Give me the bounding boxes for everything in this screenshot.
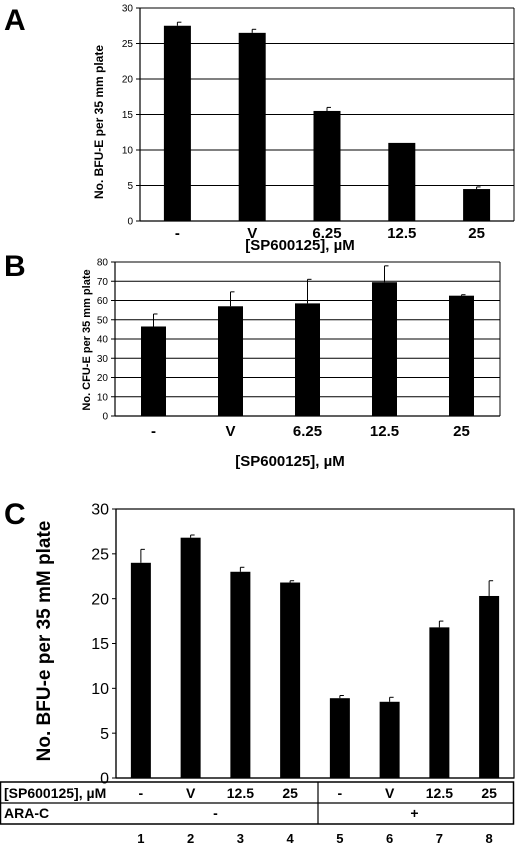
panel-b-category-label: 6.25	[293, 423, 322, 440]
panel-c-y-tick-label: 15	[91, 636, 109, 653]
panel-c-y-axis-label: No. BFU-e per 35 mM plate	[34, 521, 55, 762]
table-row1-label: [SP600125], µM	[4, 785, 106, 801]
table-row1-value: 12.5	[227, 785, 254, 801]
panel-b-letter: B	[4, 250, 26, 283]
panel-c-table: [SP600125], µM ARA-C - V 12.5 25 - V 12.5 25 - +	[0, 781, 515, 825]
panel-a-y-tick-label: 15	[122, 110, 134, 121]
panel-a-category-label: 12.5	[387, 225, 416, 242]
panel-b-bar	[295, 303, 320, 416]
panel-b-y-axis-label: No. CFU-E per 35 mm plate	[81, 269, 93, 410]
panel-c-category-label: 5	[336, 831, 343, 846]
table-row1-value: V	[385, 785, 395, 801]
panel-c-category-label: 2	[187, 831, 194, 846]
panel-a-y-tick-label: 0	[127, 217, 133, 228]
panel-c-category-label: 6	[386, 831, 393, 846]
panel-a-bar	[313, 110, 341, 221]
panel-b-bar	[372, 282, 397, 416]
panel-c-category-label: 4	[287, 831, 295, 846]
panel-a-category-label: 25	[468, 225, 485, 242]
panel-b-y-tick-label: 10	[97, 392, 109, 403]
panel-c-bar	[230, 571, 251, 778]
panel-a-y-tick-label: 10	[122, 146, 134, 157]
table-row2-group: -	[213, 805, 218, 821]
panel-a-bar	[163, 25, 191, 221]
panel-c-bar	[479, 595, 500, 778]
panel-c-bar	[280, 582, 301, 778]
panel-a-x-axis-label: [SP600125], µM	[245, 237, 355, 254]
panel-b-category-label: 12.5	[370, 423, 399, 440]
panel-c-bar	[429, 627, 450, 778]
panel-b-bar	[218, 306, 243, 416]
panel-a-y-tick-label: 20	[122, 75, 134, 86]
panel-b-category-label: 25	[453, 423, 470, 440]
panel-b-y-tick-label: 50	[97, 315, 109, 326]
table-row1-value: 12.5	[426, 785, 453, 801]
panel-a-y-tick-label: 30	[122, 4, 134, 15]
panel-a-bar	[238, 32, 266, 221]
panel-a-y-tick-label: 5	[127, 181, 133, 192]
panel-b-bar	[449, 295, 474, 416]
panel-b-y-tick-label: 40	[97, 335, 109, 346]
panel-a-category-label: 6.25	[312, 225, 341, 242]
panel-b-y-tick-label: 20	[97, 373, 109, 384]
panel-a-category-label: V	[247, 225, 257, 242]
panel-b-x-axis-label: [SP600125], µM	[235, 453, 345, 470]
table-row1-value: -	[139, 785, 144, 801]
panel-b-y-tick-label: 30	[97, 354, 109, 365]
panel-b-category-label: -	[151, 423, 156, 440]
panel-c-category-label: 1	[137, 831, 144, 846]
panel-a: 0 5 10 15 20 25 30 - V 6.25 12.5 25	[122, 4, 515, 242]
panel-c-bar	[130, 562, 151, 778]
panel-c-y-tick-label: 10	[91, 681, 109, 698]
table-row1-value: V	[186, 785, 196, 801]
panel-c-bar	[180, 537, 201, 778]
table-row2-label: ARA-C	[4, 805, 49, 821]
panel-c-y-tick-label: 20	[91, 591, 109, 608]
panel-c-category-label: 8	[486, 831, 493, 846]
panel-b-y-tick-label: 80	[97, 258, 109, 269]
panel-a-letter: A	[4, 4, 26, 37]
panel-b-bar	[141, 326, 166, 416]
panel-c-bar	[379, 701, 400, 778]
panel-c-letter: C	[4, 498, 26, 531]
panel-c-bar	[329, 698, 350, 778]
panel-b-category-label: V	[225, 423, 235, 440]
panel-b-y-tick-label: 60	[97, 296, 109, 307]
panel-a-bar	[388, 142, 416, 221]
panel-a-bar	[463, 189, 491, 221]
panel-c-y-tick-label: 5	[100, 726, 109, 743]
table-row1-value: -	[338, 785, 343, 801]
panel-b: 0 10 20 30 40 50 60 70 80 - V 6.25 12.5 25	[97, 258, 501, 440]
panel-b-y-tick-label: 0	[102, 412, 108, 423]
panel-a-y-axis-label: No. BFU-E per 35 mm plate	[92, 45, 106, 199]
panel-c-category-label: 3	[237, 831, 244, 846]
panel-c-category-label: 7	[436, 831, 443, 846]
panel-b-y-tick-label: 70	[97, 277, 109, 288]
panel-c-plot-frame	[115, 508, 515, 779]
table-row1-value: 25	[481, 785, 497, 801]
panel-c-y-tick-label: 0	[100, 771, 109, 788]
panel-a-category-label: -	[175, 225, 180, 242]
panel-c-y-tick-label: 30	[91, 502, 109, 519]
table-row1-value: 25	[282, 785, 298, 801]
panel-a-y-tick-label: 25	[122, 39, 134, 50]
panel-c-y-tick-label: 25	[91, 546, 109, 563]
table-row2-group: +	[410, 805, 418, 821]
panel-c: 0 5 10 15 20 25 30 1 2 3 4 5 6 7 8	[91, 502, 515, 846]
